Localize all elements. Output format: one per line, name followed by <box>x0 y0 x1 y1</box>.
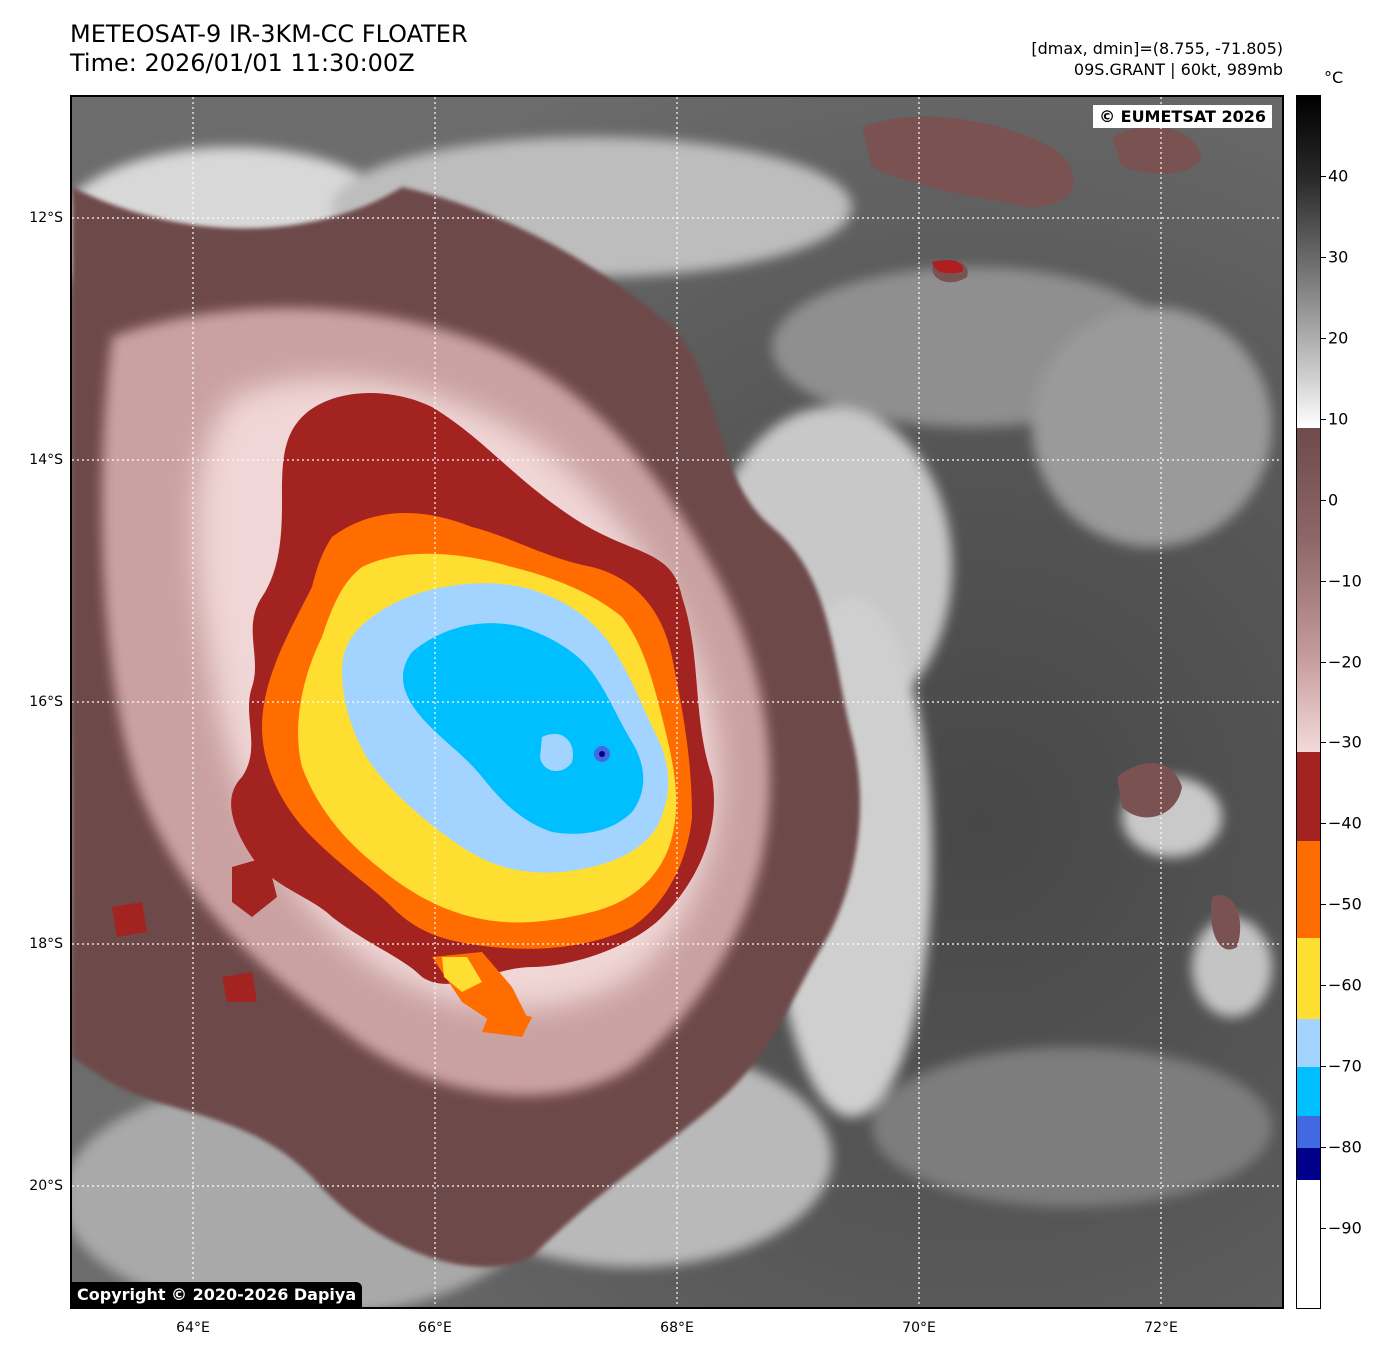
cloud-top-minus75 <box>402 623 644 834</box>
colorbar-tick <box>1321 175 1326 177</box>
colorbar-band <box>1297 427 1320 752</box>
colorbar-tick <box>1321 580 1326 582</box>
colorbar-tick-label: 20 <box>1328 328 1349 348</box>
colorbar-tick <box>1321 1066 1326 1068</box>
longitude-label: 64°E <box>176 1320 210 1336</box>
colorbar-tick <box>1321 1147 1326 1149</box>
colorbar-tick-label: 40 <box>1328 166 1349 186</box>
storm-info: 09S.GRANT | 60kt, 989mb <box>1073 60 1283 79</box>
colorbar-band <box>1297 1018 1320 1068</box>
temperature-colorbar <box>1296 95 1321 1309</box>
colorbar-tick-label: 0 <box>1328 490 1339 510</box>
colorbar-unit: °C <box>1324 68 1344 87</box>
colorbar-tick-label: −90 <box>1328 1218 1362 1238</box>
latitude-label: 14°S <box>29 452 63 468</box>
dmax-dmin-readout: [dmax, dmin]=(8.755, -71.805) <box>1031 39 1283 58</box>
colorbar-band <box>1297 840 1320 938</box>
colorbar-band <box>1297 96 1320 428</box>
colorbar-band <box>1297 1148 1320 1181</box>
colorbar-tick-label: −50 <box>1328 894 1362 914</box>
colorbar-band <box>1297 751 1320 841</box>
colorbar-tick-label: −80 <box>1328 1137 1362 1157</box>
colorbar-tick-label: −10 <box>1328 571 1362 591</box>
valid-time: Time: 2026/01/01 11:30:00Z <box>70 49 415 77</box>
longitude-label: 68°E <box>660 1320 694 1336</box>
colorbar-tick-label: −20 <box>1328 652 1362 672</box>
colorbar-tick <box>1321 823 1326 825</box>
longitude-label: 70°E <box>902 1320 936 1336</box>
colorbar-band <box>1297 937 1320 1019</box>
eumetsat-credit: © EUMETSAT 2026 <box>1093 105 1272 128</box>
colorbar-tick-label: 10 <box>1328 409 1349 429</box>
colorbar-band <box>1297 1115 1320 1149</box>
colorbar-tick <box>1321 499 1326 501</box>
colorbar-tick <box>1321 904 1326 906</box>
latitude-label: 20°S <box>29 1178 63 1194</box>
satellite-image <box>72 97 1282 1307</box>
longitude-label: 72°E <box>1144 1320 1178 1336</box>
colorbar-tick <box>1321 418 1326 420</box>
colorbar-tick <box>1321 256 1326 258</box>
longitude-label: 66°E <box>418 1320 452 1336</box>
cold-cloud-tops <box>112 393 714 1037</box>
latitude-label: 12°S <box>29 210 63 226</box>
colorbar-tick-label: 30 <box>1328 247 1349 267</box>
colorbar-band <box>1297 1067 1320 1116</box>
title-block: METEOSAT-9 IR-3KM-CC FLOATER Time: 2026/… <box>70 20 468 78</box>
lat-lon-graticule <box>72 97 1282 1307</box>
colorbar-tick <box>1321 1228 1326 1230</box>
satellite-map[interactable]: © EUMETSAT 2026 Copyright © 2020-2026 Da… <box>70 95 1284 1309</box>
colorbar-tick-label: −40 <box>1328 813 1362 833</box>
dapiya-copyright: Copyright © 2020-2026 Dapiya <box>72 1282 363 1307</box>
latitude-label: 16°S <box>29 694 63 710</box>
meta-block: [dmax, dmin]=(8.755, -71.805) 09S.GRANT … <box>1031 38 1283 80</box>
colorbar-tick <box>1321 985 1326 987</box>
colorbar-tick <box>1321 742 1326 744</box>
colorbar-tick-label: −60 <box>1328 975 1362 995</box>
latitude-label: 18°S <box>29 936 63 952</box>
colorbar-tick <box>1321 661 1326 663</box>
colorbar-tick <box>1321 337 1326 339</box>
product-title: METEOSAT-9 IR-3KM-CC FLOATER <box>70 20 468 48</box>
colorbar-tick-label: −30 <box>1328 732 1362 752</box>
colorbar-band <box>1297 1180 1320 1308</box>
colorbar-tick-label: −70 <box>1328 1056 1362 1076</box>
